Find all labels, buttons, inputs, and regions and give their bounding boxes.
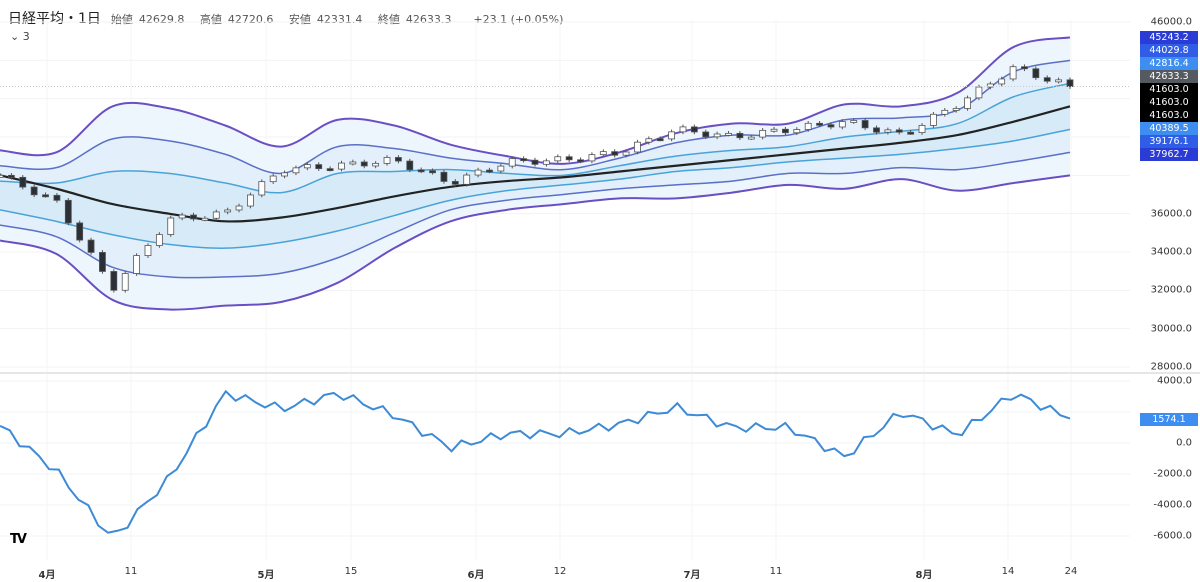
oscillator-tick: -6000.0 (1153, 530, 1192, 542)
price-tick: 28000.0 (1150, 361, 1192, 373)
oscillator-badge: 1574.1 (1140, 412, 1198, 426)
change-value: +23.1 (+0.05%) (473, 13, 564, 26)
time-label: 7月 (683, 570, 701, 581)
high-value: 高値 42720.6 (199, 13, 274, 26)
oscillator-tick: 4000.0 (1157, 375, 1192, 387)
time-label: 15 (344, 566, 358, 577)
pane-separator[interactable] (0, 372, 1200, 374)
chart-legend: 日経平均・1日 始値 42629.8 高値 42720.6 安値 42331.4 終値… (8, 8, 563, 28)
time-label: 11 (124, 566, 138, 577)
price-badge: 39176.1 (1140, 135, 1198, 148)
close-value: 終値 42633.3 (377, 13, 452, 26)
ohlc-values: 始値 42629.8 高値 42720.6 安値 42331.4 終値 42633.3 (111, 11, 464, 27)
time-label: 4月 (38, 570, 56, 581)
price-badge: 41603.0 (1140, 83, 1198, 96)
price-badge: 42633.3 (1140, 70, 1198, 83)
time-label: 24 (1064, 566, 1078, 577)
oscillator-tick: 0.0 (1176, 437, 1192, 449)
price-badge: 37962.7 (1140, 148, 1198, 161)
price-badge: 40389.5 (1140, 122, 1198, 135)
price-badge: 41603.0 (1140, 96, 1198, 109)
price-tick: 32000.0 (1150, 284, 1192, 296)
price-tick: 46000.0 (1150, 16, 1192, 28)
price-badge: 42816.4 (1140, 57, 1198, 70)
open-value: 始値 42629.8 (110, 13, 185, 26)
indicators-collapse-toggle[interactable]: ⌄ 3 (10, 30, 30, 43)
symbol-title[interactable]: 日経平均・1日 (8, 11, 101, 27)
time-label: 8月 (915, 570, 933, 581)
time-label: 14 (1001, 566, 1015, 577)
time-label: 12 (553, 566, 567, 577)
oscillator-tick: -4000.0 (1153, 499, 1192, 511)
oscillator-tick: -2000.0 (1153, 468, 1192, 480)
tradingview-logo-icon[interactable]: TV (10, 532, 27, 547)
time-label: 6月 (467, 570, 485, 581)
price-badge: 41603.0 (1140, 109, 1198, 122)
price-tick: 30000.0 (1150, 323, 1192, 335)
price-tick: 36000.0 (1150, 208, 1192, 220)
price-badge: 45243.2 (1140, 31, 1198, 44)
time-label: 11 (769, 566, 783, 577)
price-tick: 34000.0 (1150, 246, 1192, 258)
price-badge: 44029.8 (1140, 44, 1198, 57)
time-label: 5月 (257, 570, 275, 581)
